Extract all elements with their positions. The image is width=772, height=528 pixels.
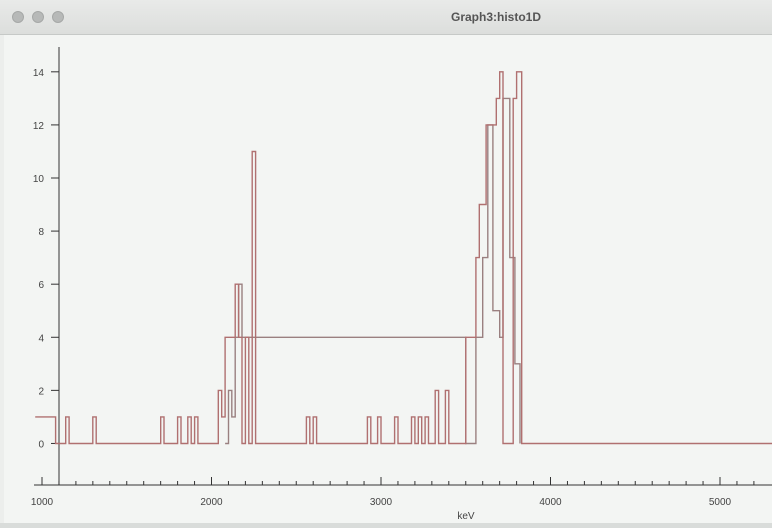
- histogram-line: [35, 71, 772, 445]
- minimize-button[interactable]: [32, 11, 44, 23]
- y-tick-label: 12: [33, 121, 45, 132]
- x-tick-label: 5000: [709, 497, 732, 508]
- y-tick-label: 2: [38, 386, 44, 397]
- window-title: Graph3:histo1D: [450, 10, 541, 24]
- x-tick-label: 1000: [31, 497, 54, 508]
- x-axis-label: keV: [457, 511, 475, 522]
- y-tick-label: 6: [38, 280, 44, 291]
- y-tick-label: 0: [38, 439, 44, 450]
- zoom-button[interactable]: [52, 11, 64, 23]
- title-bar: Graph3:histo1D: [0, 0, 772, 35]
- x-ticks-group: 1000 2000 3000 4000 5000: [31, 477, 755, 508]
- y-tick-label: 4: [38, 333, 44, 344]
- y-tick-label: 8: [38, 227, 44, 238]
- histogram-chart[interactable]: 0 2 4 6 8 10 12 14 1000 2000 3000 4000 5000 keV: [4, 35, 772, 523]
- histogram-overlay-line: [225, 97, 521, 445]
- x-tick-label: 4000: [539, 497, 562, 508]
- close-button[interactable]: [12, 11, 24, 23]
- y-tick-label: 10: [33, 174, 45, 185]
- plot-canvas[interactable]: 0 2 4 6 8 10 12 14 1000 2000 3000 4000 5000 keV: [4, 35, 772, 523]
- x-tick-label: 3000: [370, 497, 393, 508]
- y-tick-label: 14: [33, 68, 45, 79]
- y-ticks-group: 0 2 4 6 8 10 12 14: [33, 68, 59, 450]
- x-tick-label: 2000: [200, 497, 223, 508]
